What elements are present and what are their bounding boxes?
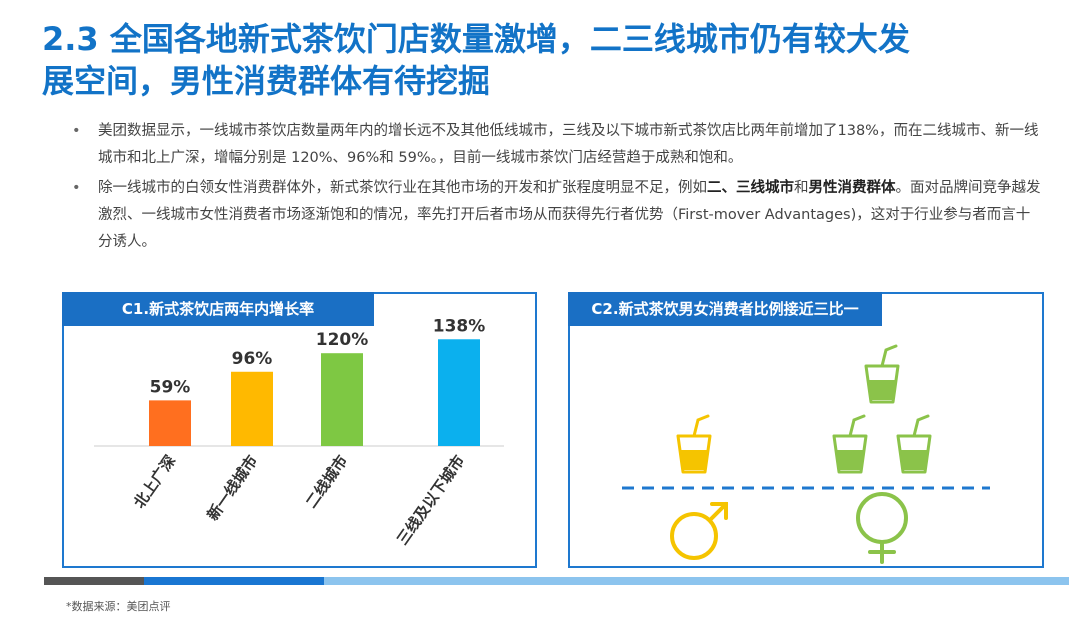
growth-bar-chart: 59% 北上广深 96% 新一线城市 120% 二线城市 138% 三线及以下城市 bbox=[94, 316, 504, 548]
footer-bar-segment bbox=[44, 577, 144, 585]
growth-chart-panel: C1.新式茶饮店两年内增长率 59% 北上广深 96% 新一线城市 120% 二线城市 13… bbox=[62, 292, 537, 568]
category-tick-label: 三线及以下城市 bbox=[393, 452, 468, 548]
gender-ratio-panel: C2.新式茶饮男女消费者比例接近三比一 bbox=[568, 292, 1044, 568]
bullet-bold-cities: 二、三线城市 bbox=[707, 180, 794, 196]
drink-cup-icon bbox=[676, 414, 712, 474]
data-source: *数据来源：美团点评 bbox=[66, 600, 171, 613]
page-title: 2.3 全国各地新式茶饮门店数量激增，二三线城市仍有较大发 展空间，男性消费群体… bbox=[42, 18, 1002, 102]
bullet-marker: • bbox=[72, 123, 81, 139]
growth-chart-header: C1.新式茶饮店两年内增长率 bbox=[62, 292, 374, 326]
bar-value-label: 96% bbox=[232, 349, 273, 369]
page-title-line1: 2.3 全国各地新式茶饮门店数量激增，二三线城市仍有较大发 bbox=[42, 20, 910, 58]
bar-value-label: 120% bbox=[316, 330, 369, 350]
bullet-list: • 美团数据显示，一线城市茶饮店数量两年内的增长远不及其他低线城市，三线及以下城… bbox=[72, 118, 1042, 259]
bar bbox=[149, 400, 191, 446]
bullet-item: • 美团数据显示，一线城市茶饮店数量两年内的增长远不及其他低线城市，三线及以下城… bbox=[72, 118, 1042, 172]
bar-value-label: 59% bbox=[150, 377, 191, 397]
category-tick-label: 二线城市 bbox=[302, 452, 351, 511]
bar bbox=[231, 371, 273, 446]
bar bbox=[438, 339, 480, 446]
bullet-item: • 除一线城市的白领女性消费群体外，新式茶饮行业在其他市场的开发和扩张程度明显不… bbox=[72, 175, 1042, 256]
female-symbol-icon bbox=[856, 492, 908, 564]
gender-ratio-header: C2.新式茶饮男女消费者比例接近三比一 bbox=[568, 292, 882, 326]
bullet-text: 美团数据显示，一线城市茶饮店数量两年内的增长远不及其他低线城市，三线及以下城市新… bbox=[98, 123, 1039, 166]
bullet-text-before: 除一线城市的白领女性消费群体外，新式茶饮行业在其他市场的开发和扩张程度明显不足，… bbox=[98, 180, 707, 196]
bullet-bold-male: 男性消费群体 bbox=[808, 180, 896, 196]
page-title-line2: 展空间，男性消费群体有待挖掘 bbox=[42, 62, 491, 100]
footer-bar-segment bbox=[144, 577, 324, 585]
bullet-text-after: 。面对品牌间竞争越发激烈、一线城市女性消费者市场逐渐饱和的情况，率先打开后者市场… bbox=[98, 180, 1041, 250]
bar bbox=[321, 353, 363, 446]
drink-cup-icon bbox=[832, 414, 868, 474]
bullet-marker: • bbox=[72, 180, 81, 196]
footer-bar-segment bbox=[324, 577, 1069, 585]
category-tick-label: 北上广深 bbox=[130, 452, 179, 511]
gender-ratio-graphic bbox=[622, 344, 990, 564]
bullet-text-mid: 和 bbox=[794, 180, 809, 196]
bar-value-label: 138% bbox=[433, 316, 486, 336]
male-symbol-icon bbox=[670, 502, 728, 560]
drink-cup-icon bbox=[896, 414, 932, 474]
category-tick-label: 新一线城市 bbox=[204, 452, 262, 524]
drink-cup-icon bbox=[864, 344, 900, 404]
